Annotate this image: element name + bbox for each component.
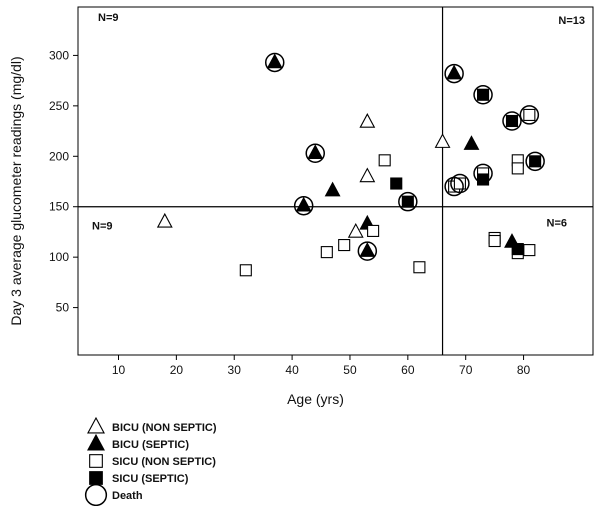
- x-tick-label: 80: [517, 363, 531, 377]
- legend-label: Death: [112, 490, 143, 502]
- x-tick-label: 20: [170, 363, 184, 377]
- data-point-square-open: [453, 177, 466, 190]
- data-point-circle-open: [293, 195, 314, 216]
- series-0: [156, 113, 451, 238]
- data-point-circle-open: [305, 143, 325, 164]
- legend-marker-square-open: [89, 454, 103, 468]
- legend-label: SICU (SEPTIC): [112, 473, 189, 485]
- data-point-circle-open: [398, 191, 418, 212]
- quadrant-label-top-right: N=13: [558, 15, 585, 27]
- data-point-square-open: [523, 244, 536, 257]
- y-tick-label: 250: [49, 99, 69, 113]
- data-point-circle-open: [444, 63, 464, 84]
- data-point-triangle-filled: [307, 144, 324, 160]
- data-point-square-open: [378, 154, 391, 167]
- legend: BICU (NON SEPTIC) BICU (SEPTIC) SICU (NON …: [84, 416, 217, 506]
- data-point-circle-open: [473, 85, 493, 105]
- legend-marker-triangle-open: [87, 416, 105, 434]
- series-4: [264, 52, 545, 261]
- quadrant-label-bottom-left: N=9: [92, 221, 113, 233]
- data-point-circle-open: [519, 105, 540, 125]
- x-axis-title: Age (yrs): [287, 391, 344, 407]
- legend-label: BICU (SEPTIC): [112, 439, 189, 451]
- data-point-triangle-filled: [324, 181, 341, 197]
- data-point-triangle-open: [434, 133, 451, 148]
- data-point-triangle-open: [156, 212, 173, 228]
- x-tick-label: 40: [285, 363, 299, 377]
- series-1: [266, 53, 520, 257]
- y-axis-title: Day 3 average glucometer readings (mg/dl…: [8, 56, 24, 325]
- data-point-circle-open: [357, 241, 378, 261]
- data-point-square-open: [488, 234, 501, 248]
- data-point-square-filled: [505, 114, 519, 128]
- data-point-triangle-filled: [446, 64, 463, 80]
- data-point-square-open: [239, 264, 252, 277]
- data-point-square-filled: [511, 243, 524, 256]
- plot-area: 10 20 30 40 50 60 70 80 50 100 150 200 250 300 Age (yr…: [8, 6, 594, 407]
- x-tick-label: 10: [112, 363, 126, 377]
- quadrant-label-bottom-right: N=6: [547, 218, 568, 230]
- data-point-circle-open: [264, 52, 285, 73]
- data-point-triangle-filled: [266, 53, 283, 69]
- data-point-square-open: [320, 246, 333, 259]
- y-tick-label: 200: [49, 149, 69, 163]
- data-point-square-open: [338, 239, 351, 252]
- y-tick-label: 150: [49, 200, 69, 214]
- data-point-circle-open: [473, 163, 493, 184]
- series-2: [239, 108, 536, 277]
- data-point-triangle-filled: [359, 242, 376, 257]
- data-point-square-filled: [477, 88, 490, 101]
- x-tick-label: 60: [401, 363, 415, 377]
- data-point-square-filled: [401, 195, 414, 208]
- data-point-triangle-open: [347, 222, 364, 238]
- data-point-square-filled: [477, 173, 490, 186]
- legend-marker-triangle-filled: [87, 433, 105, 451]
- plot-frame: [77, 6, 594, 356]
- legend-label: BICU (NON SEPTIC): [112, 422, 217, 434]
- legend-marker-circle-open: [84, 483, 108, 506]
- series-3: [390, 88, 542, 256]
- x-tick-label: 70: [459, 363, 473, 377]
- data-point-triangle-open: [359, 167, 376, 183]
- data-point-triangle-open: [359, 113, 376, 128]
- y-tick-label: 300: [49, 48, 69, 62]
- data-point-square-open: [413, 261, 426, 274]
- data-point-circle-open: [525, 151, 545, 172]
- data-point-square-open: [523, 108, 536, 121]
- quadrant-label-top-left: N=9: [98, 12, 119, 24]
- data-point-square-filled: [529, 155, 542, 168]
- data-point-circle-open: [502, 111, 522, 131]
- legend-marker-square-filled: [89, 471, 103, 485]
- data-point-triangle-filled: [295, 196, 312, 212]
- data-point-square-filled: [390, 177, 403, 190]
- y-tick-label: 100: [49, 250, 69, 264]
- x-tick-label: 50: [343, 363, 357, 377]
- x-tick-label: 30: [228, 363, 242, 377]
- legend-label: SICU (NON SEPTIC): [112, 456, 216, 468]
- data-point-square-open: [511, 162, 524, 175]
- data-point-circle-open: [450, 173, 470, 194]
- data-point-square-open: [367, 224, 380, 237]
- data-point-triangle-filled: [463, 135, 480, 150]
- y-tick-label: 50: [56, 301, 70, 315]
